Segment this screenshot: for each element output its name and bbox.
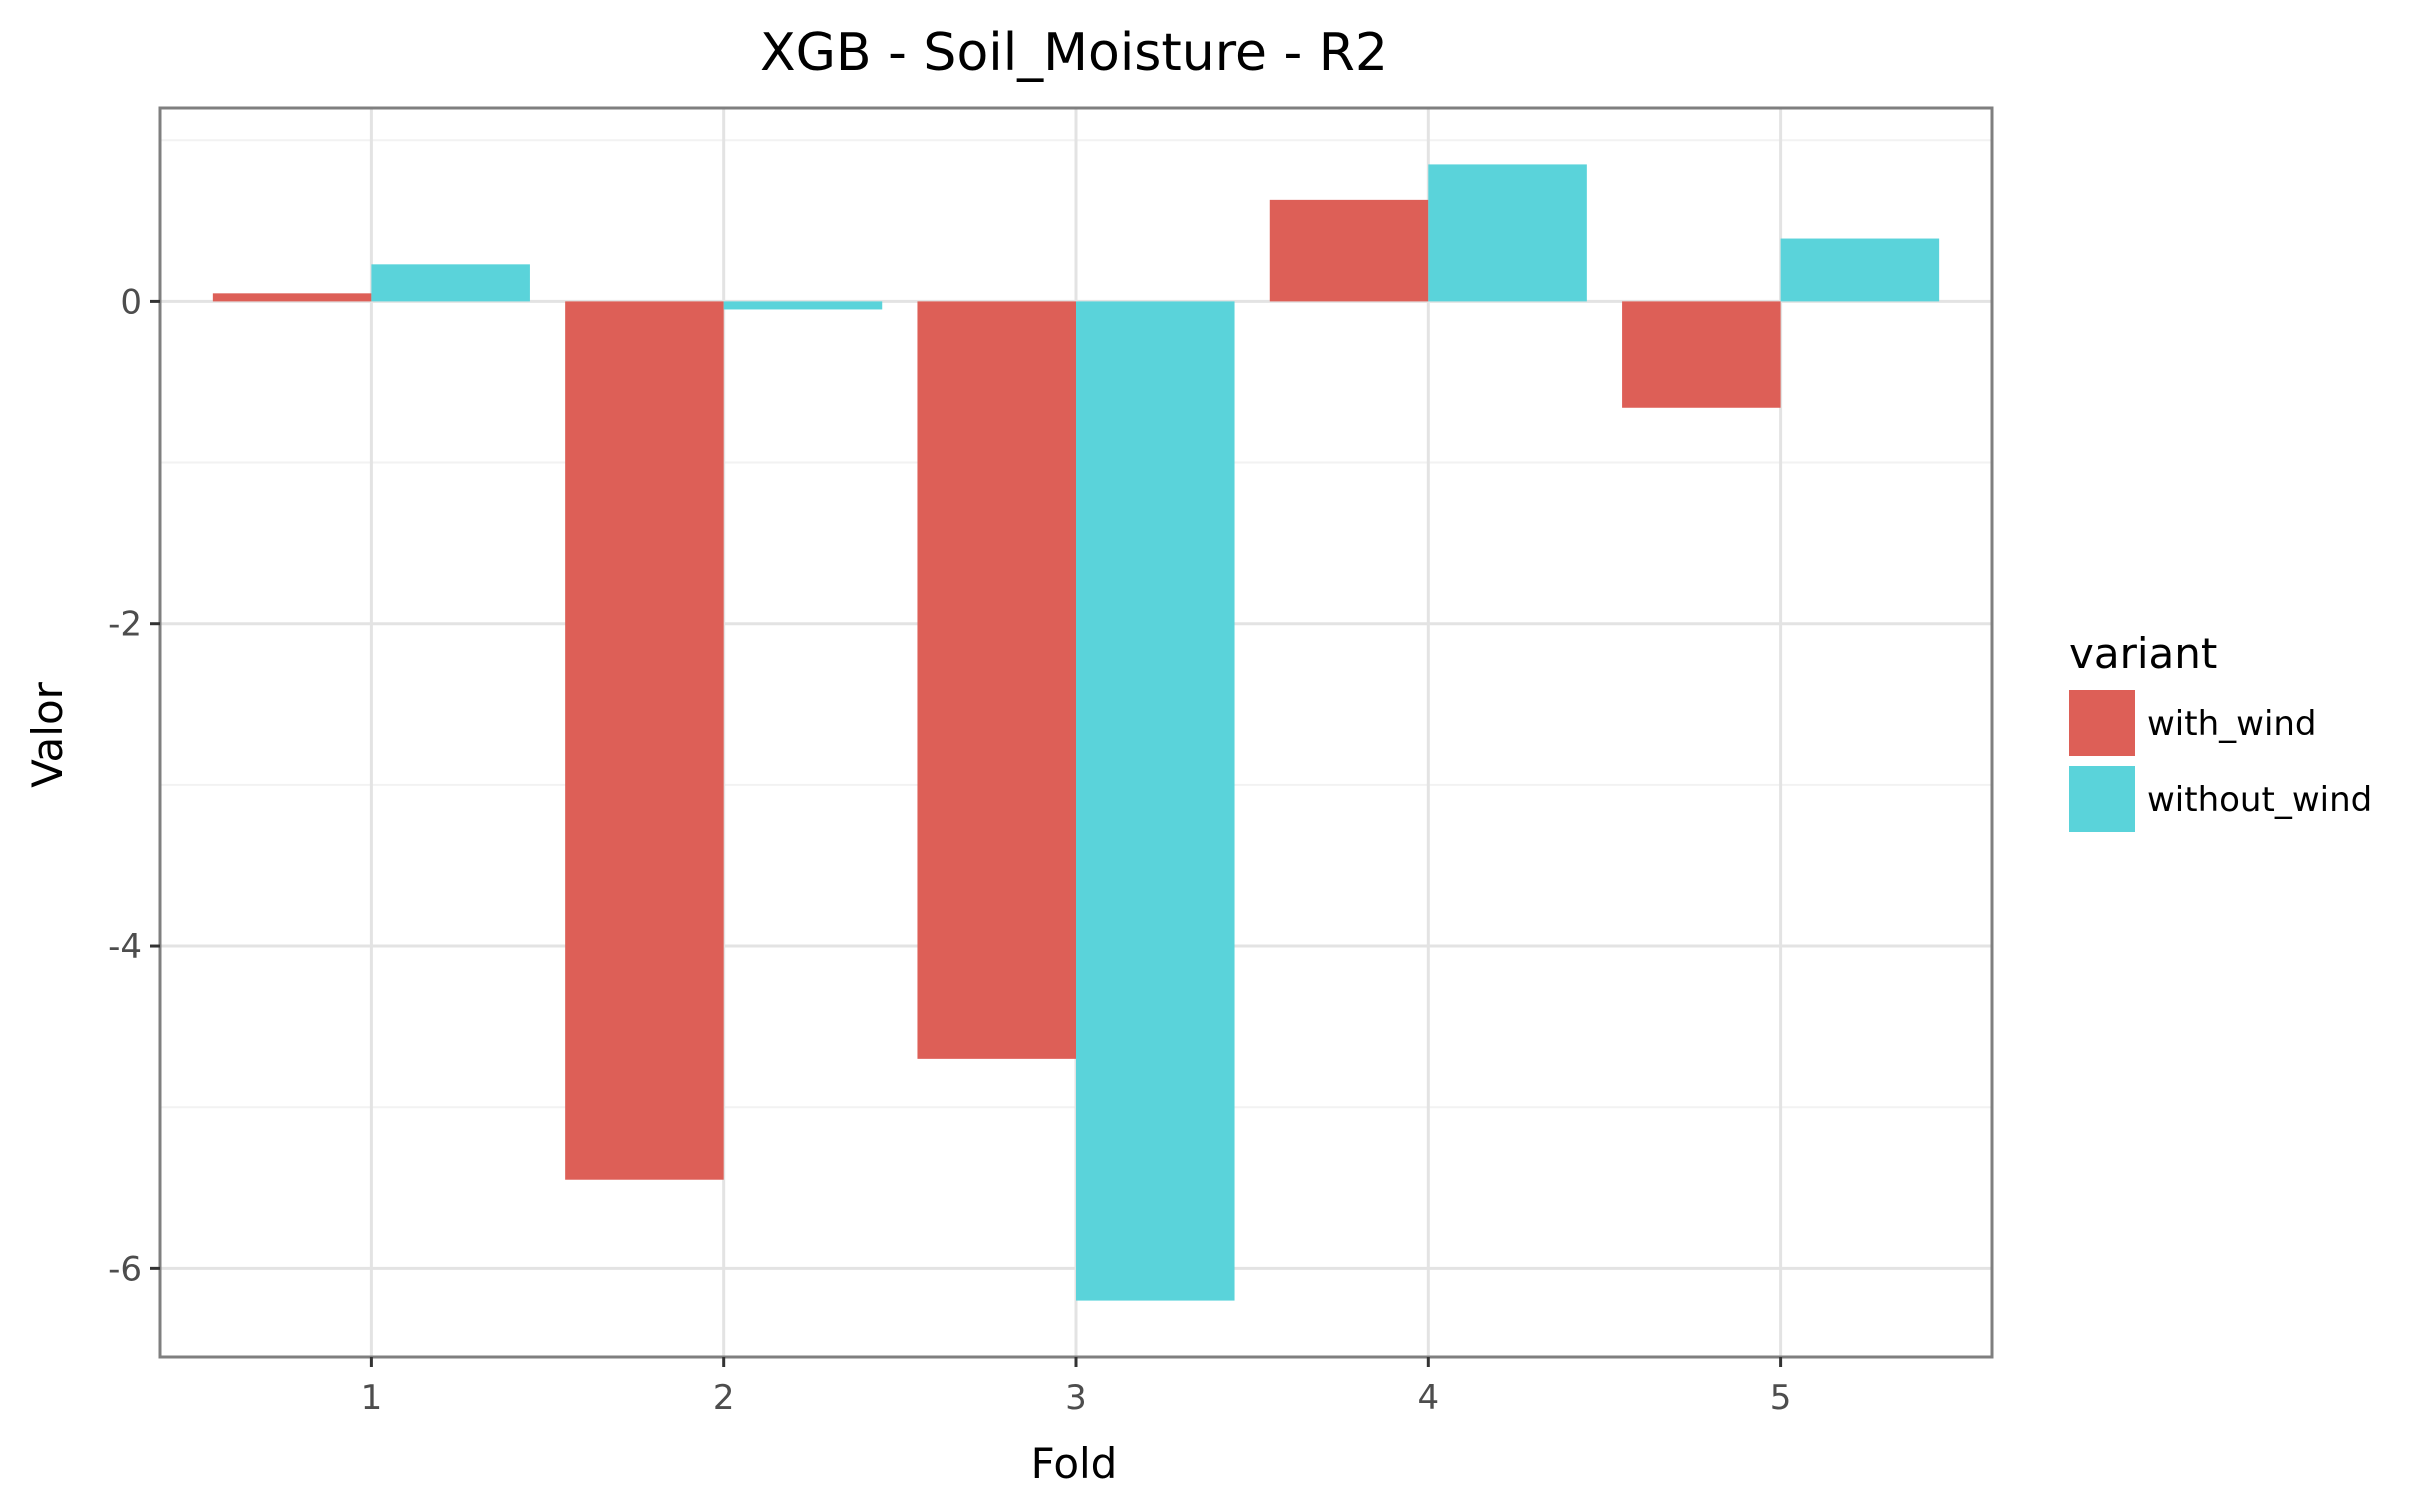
- legend: variant with_wind without_wind: [2069, 629, 2372, 832]
- legend-title: variant: [2069, 629, 2217, 678]
- legend-label-without_wind: without_wind: [2147, 780, 2372, 820]
- y-tick-label: -2: [108, 605, 142, 645]
- y-tick-label: -6: [108, 1249, 142, 1289]
- x-axis-ticks: 1 2 3 4 5: [361, 1357, 1792, 1418]
- legend-swatch-with_wind: [2069, 690, 2135, 756]
- x-tick-label: 3: [1065, 1378, 1087, 1418]
- bar-with_wind-fold-5: [1622, 301, 1781, 408]
- x-tick-label: 4: [1417, 1378, 1439, 1418]
- chart-title: XGB - Soil_Moisture - R2: [760, 23, 1388, 83]
- x-axis-title: Fold: [1031, 1439, 1118, 1488]
- legend-label-with_wind: with_wind: [2147, 704, 2317, 744]
- bar-without_wind-fold-3: [1076, 301, 1235, 1301]
- bar-with_wind-fold-4: [1269, 199, 1429, 302]
- y-axis-ticks: 0 -2 -4 -6: [108, 282, 160, 1289]
- legend-swatch-without_wind: [2069, 766, 2135, 832]
- y-tick-label: -4: [108, 927, 142, 967]
- bar-with_wind-fold-2: [565, 301, 724, 1180]
- x-tick-label: 5: [1770, 1378, 1792, 1418]
- x-tick-label: 1: [361, 1378, 383, 1418]
- bar-without_wind-fold-4: [1428, 164, 1587, 302]
- legend-items: with_wind without_wind: [2069, 690, 2372, 832]
- bar-with_wind-fold-1: [212, 293, 372, 302]
- y-tick-label: 0: [120, 282, 142, 322]
- bar-without_wind-fold-2: [723, 301, 883, 310]
- bar-with_wind-fold-3: [917, 301, 1076, 1059]
- y-axis-title: Valor: [23, 681, 72, 788]
- bar-without_wind-fold-1: [371, 264, 530, 302]
- bar-without_wind-fold-5: [1780, 238, 1940, 302]
- x-tick-label: 2: [713, 1378, 735, 1418]
- bars-group: [212, 164, 1940, 1301]
